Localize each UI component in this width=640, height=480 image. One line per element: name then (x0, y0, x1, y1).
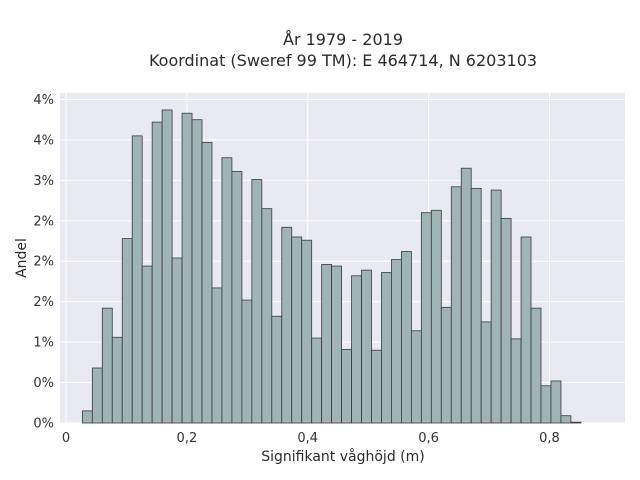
histogram-bar (321, 264, 333, 424)
y-tick-labels: 0% 0% 1% 2% 2% 2% 3% 4% 4% (33, 93, 54, 432)
histogram-bar (81, 410, 93, 424)
histogram-bar (301, 239, 313, 424)
histogram-bar (520, 236, 532, 424)
bars (81, 109, 582, 424)
histogram-bar (91, 367, 103, 424)
histogram-bar (560, 415, 572, 424)
y-tick-label: 1% (33, 336, 54, 351)
x-axis-label: Signifikant våghöjd (m) (261, 448, 424, 465)
y-tick-label: 2% (33, 214, 54, 229)
histogram-bar (371, 349, 382, 424)
histogram-bar (470, 188, 482, 424)
histogram-bar (391, 259, 402, 424)
histogram-bar (201, 141, 213, 424)
histogram-bar (221, 157, 233, 424)
histogram-bar (271, 315, 283, 424)
histogram-bar (510, 338, 522, 424)
x-tick-label: 0,2 (177, 431, 198, 446)
histogram-bar (141, 265, 153, 424)
y-tick-label: 0% (33, 417, 54, 432)
y-tick-label: 3% (33, 174, 54, 189)
histogram-bar (351, 275, 362, 424)
histogram-bar (211, 287, 223, 424)
histogram-bar (540, 385, 552, 424)
histogram-bar (241, 299, 253, 424)
x-tick-label: 0 (62, 431, 70, 446)
x-tick-label: 0,8 (539, 431, 560, 446)
x-tick-label: 0,6 (418, 431, 439, 446)
histogram-bar (161, 109, 173, 424)
chart-title-line2: Koordinat (Sweref 99 TM): E 464714, N 62… (149, 51, 537, 70)
histogram-bar (381, 272, 392, 424)
histogram-bar (500, 217, 512, 424)
histogram-bar (361, 269, 372, 424)
histogram-bar (281, 226, 293, 424)
y-tick-label: 2% (33, 295, 54, 310)
histogram-bar (440, 306, 452, 424)
histogram-bar (291, 236, 303, 424)
histogram-bar (151, 121, 163, 424)
histogram-bar (490, 189, 502, 424)
histogram-bar (420, 212, 432, 424)
histogram-bar (191, 119, 203, 424)
histogram-bar (311, 337, 323, 424)
y-tick-label: 4% (33, 93, 54, 108)
histogram-bar (111, 336, 123, 424)
histogram-bar (121, 238, 133, 424)
y-tick-label: 4% (33, 133, 54, 148)
histogram-bar (261, 208, 273, 424)
histogram-bar (171, 257, 183, 424)
y-tick-label: 2% (33, 255, 54, 270)
histogram-bar (550, 380, 562, 424)
histogram-bar (331, 265, 342, 424)
histogram-bar (460, 167, 472, 424)
histogram-bar (530, 307, 542, 424)
histogram-bar (410, 330, 422, 424)
x-tick-labels: 0 0,2 0,4 0,6 0,8 (62, 431, 560, 446)
histogram-bar (131, 135, 143, 424)
histogram-bar (341, 348, 352, 424)
histogram-bar (231, 171, 243, 424)
histogram-bar (450, 186, 462, 424)
chart-title-line1: År 1979 - 2019 (283, 30, 403, 49)
histogram-bar (430, 209, 442, 424)
histogram-bar (570, 421, 582, 424)
y-tick-label: 0% (33, 376, 54, 391)
histogram-bar (181, 112, 193, 424)
histogram-bar (251, 179, 263, 424)
x-tick-label: 0,4 (297, 431, 318, 446)
histogram-bar (401, 251, 412, 424)
y-axis-label: Andel (14, 238, 30, 278)
histogram-bar (101, 307, 113, 424)
histogram-bar (480, 321, 492, 424)
